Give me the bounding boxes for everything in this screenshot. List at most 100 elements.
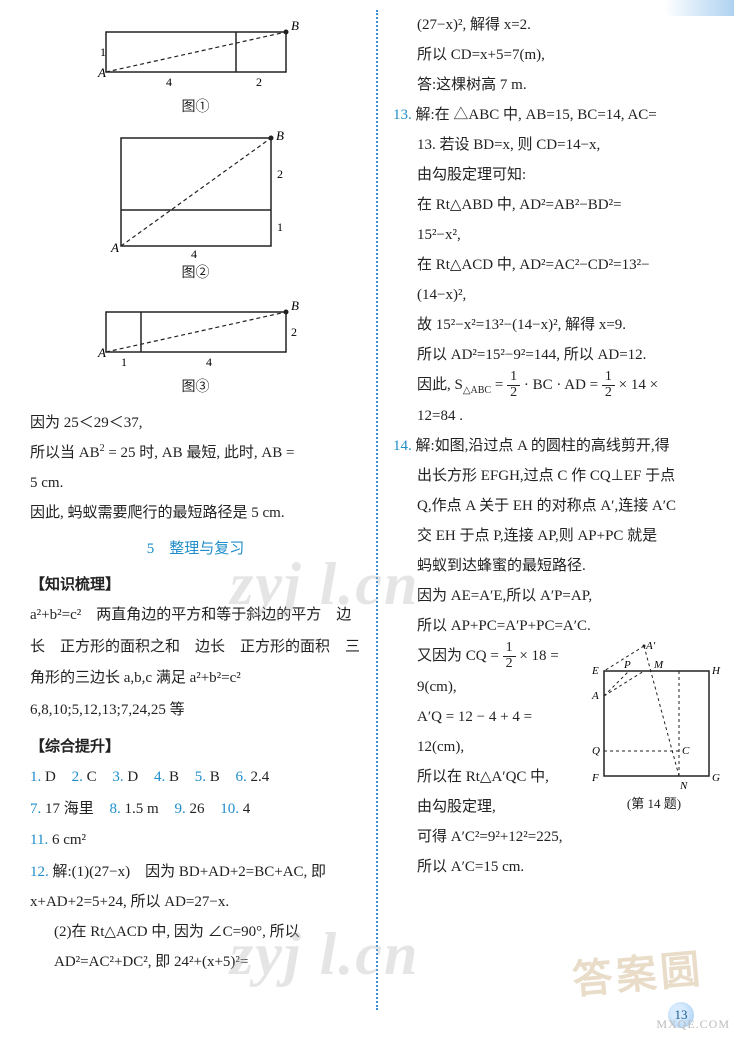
ans-5-v: B [210,769,220,785]
fig1-label-a: A [97,65,106,80]
ans-2-v: C [87,769,97,785]
ans-11-v: 6 cm² [52,832,86,848]
q13-line-5: 在 Rt△ACD 中, AD²=AC²−CD²=13²− [393,250,724,280]
q13-num: 13. [393,107,412,123]
svg-text:A: A [591,690,599,702]
frac-half-1: 12 [507,370,520,400]
fig2-label-a: A [110,240,119,255]
left-line-2: 所以当 AB2 = 25 时, AB 最短, 此时, AB = [30,438,361,468]
ans-1-v: D [45,769,56,785]
q14-line-1: 出长方形 EFGH,过点 C 作 CQ⊥EF 于点 [393,461,724,491]
q14-res2: 所以 A′C=15 cm. [393,852,724,882]
q13-line-7: 故 15²−x²=13²−(14−x)², 解得 x=9. [393,310,724,340]
fig2-seg2: 2 [277,167,283,181]
q14-t0: 解:如图,沿过点 A 的圆柱的高线剪开,得 [416,438,670,454]
answers-row-3: 11. 6 cm² [30,825,361,857]
fig3-seg2: 2 [291,325,297,339]
svg-text:N: N [679,780,688,791]
ans-4-v: B [169,769,179,785]
svg-text:A′: A′ [645,641,656,652]
heading-synth: 【综合提升】 [30,732,361,762]
fig2-seg1: 1 [277,220,283,234]
figure-1: A B 1 4 2 [30,14,361,92]
svg-text:C: C [682,745,690,757]
q13-line-2: 由勾股定理可知: [393,160,724,190]
q14cq-b: × 18 = [519,648,558,664]
fig2-label-b: B [276,128,284,143]
q13-line-1: 13. 若设 BD=x, 则 CD=14−x, [393,130,724,160]
svg-text:G: G [712,772,720,784]
fig1-seg1: 1 [100,45,106,59]
q13s-a: 因此, S [417,377,463,393]
figure-14-caption: (第 14 题) [584,791,724,817]
answers-row-1: 1. D 2. C 3. D 4. B 5. B 6. 2.4 [30,762,361,794]
frac-half-2: 12 [602,370,615,400]
ans-8-v: 1.5 m [125,801,159,817]
q13-area-2: 12=84 . [393,401,724,431]
left-line-4: 因此, 蚂蚁需要爬行的最短路径是 5 cm. [30,498,361,528]
ans-6-v: 2.4 [250,769,269,785]
ans-10-n: 10. [220,801,239,817]
ans-9-n: 9. [174,801,185,817]
q13-t0: 解:在 △ABC 中, AB=15, BC=14, AC= [416,107,657,123]
ans-11-n: 11. [30,832,48,848]
q13-line-4: 15²−x², [393,220,724,250]
r-line-3: 答:这棵树高 7 m. [393,70,724,100]
r-line-1: (27−x)², 解得 x=2. [393,10,724,40]
corner-badge: MXQE.COM [656,1017,730,1032]
q13-area: 因此, S△ABC = 12 · BC · AD = 12 × 14 × [393,370,724,401]
q14-line-3: 交 EH 于点 P,连接 AP,则 AP+PC 就是 [393,521,724,551]
fig2-seg4: 4 [191,247,197,258]
q13-line-0: 13. 解:在 △ABC 中, AB=15, BC=14, AC= [393,100,724,130]
svg-text:Q: Q [592,745,600,757]
figure-2: A B 2 1 4 [30,128,361,258]
heading-knowledge: 【知识梳理】 [30,570,361,600]
q12-b: (2)在 Rt△ACD 中, 因为 ∠C=90°, 所以 AD²=AC²+DC²… [30,917,361,977]
svg-text:P: P [623,659,631,671]
left-line-2b: = 25 时, AB 最短, 此时, AB = [105,445,295,461]
ans-9-v: 26 [189,801,204,817]
q12-num: 12. [30,864,49,880]
fig1-label-b: B [291,18,299,33]
r-line-2: 所以 CD=x+5=7(m), [393,40,724,70]
svg-text:E: E [591,665,599,677]
left-line-3: 5 cm. [30,468,361,498]
q13-line-6: (14−x)², [393,280,724,310]
left-column: A B 1 4 2 图① A B 2 1 4 图② [30,10,361,1010]
q14cq-a: 又因为 CQ = [417,648,503,664]
svg-text:F: F [591,772,599,784]
ans-3-v: D [127,769,138,785]
fig1-seg2: 2 [256,75,262,89]
answers-row-2: 7. 17 海里 8. 1.5 m 9. 26 10. 4 [30,794,361,826]
figure-1-svg: A B 1 4 2 [86,14,306,92]
figure-14: A′ E P M H A Q F N C G (第 14 题) [584,641,724,817]
q12-a: 解:(1)(27−x) 因为 BD+AD+2=BC+AC, 即 x+AD+2=5… [30,864,326,910]
fig1-seg4: 4 [166,75,172,89]
q14-lower-block: A′ E P M H A Q F N C G (第 14 题) 又因为 CQ =… [393,641,724,822]
svg-text:M: M [653,659,664,671]
q13-line-8: 所以 AD²=15²−9²=144, 所以 AD=12. [393,340,724,370]
ans-1-n: 1. [30,769,41,785]
q14-res1: 可得 A′C²=9²+12²=225, [393,822,724,852]
knowledge-body: a²+b²=c² 两直角边的平方和等于斜边的平方 边长 正方形的面积之和 边长 … [30,600,361,726]
left-line-2a: 所以当 AB [30,445,100,461]
figure-2-svg: A B 2 1 4 [91,128,301,258]
ans-2-n: 2. [72,769,83,785]
ans-7-v: 17 海里 [45,801,94,817]
section-title: 5 整理与复习 [30,534,361,564]
fig3-label-a: A [97,345,106,360]
column-divider [376,10,378,1010]
ans-4-n: 4. [154,769,165,785]
figure-1-caption: 图① [30,94,361,122]
frac-half-3: 12 [503,641,516,671]
figure-2-caption: 图② [30,260,361,288]
ans-3-n: 3. [112,769,123,785]
figure-3-caption: 图③ [30,374,361,402]
fig3-seg4: 4 [206,355,212,369]
ans-5-n: 5. [195,769,206,785]
figure-3-svg: A B 2 1 4 [86,294,306,372]
q14-line-0: 14. 解:如图,沿过点 A 的圆柱的高线剪开,得 [393,431,724,461]
q14-line-4: 蚂蚁到达蜂蜜的最短路径. [393,551,724,581]
q14-line-5: 因为 AE=A′E,所以 A′P=AP, [393,581,724,611]
ans-10-v: 4 [243,801,251,817]
